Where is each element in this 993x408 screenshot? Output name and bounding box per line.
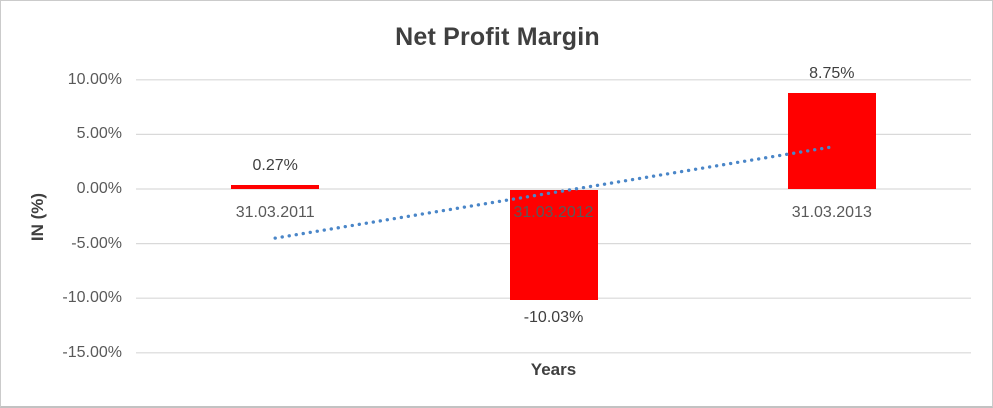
y-tick-label: 10.00% <box>67 70 122 88</box>
x-axis-title: Years <box>530 360 577 379</box>
bar-value-label: 8.75% <box>809 65 855 83</box>
y-tick-label: 0.00% <box>76 180 122 197</box>
bar-value-label: 0.27% <box>252 157 298 174</box>
y-tick-label: 5.00% <box>76 125 122 143</box>
x-category-label: 31.03.2013 <box>791 204 872 221</box>
y-tick-label: -10.00% <box>62 289 122 307</box>
chart-title: Net Profit Margin <box>395 23 600 51</box>
y-tick-label: -5.00% <box>71 234 122 252</box>
x-category-label: 31.03.2012 <box>513 204 594 221</box>
bar-31.03.2013 <box>787 93 876 189</box>
bar-value-label: -10.03% <box>523 308 584 326</box>
x-category-label: 31.03.2011 <box>235 204 315 221</box>
y-tick-label: -15.00% <box>62 343 122 361</box>
bar-31.03.2011 <box>231 185 320 189</box>
